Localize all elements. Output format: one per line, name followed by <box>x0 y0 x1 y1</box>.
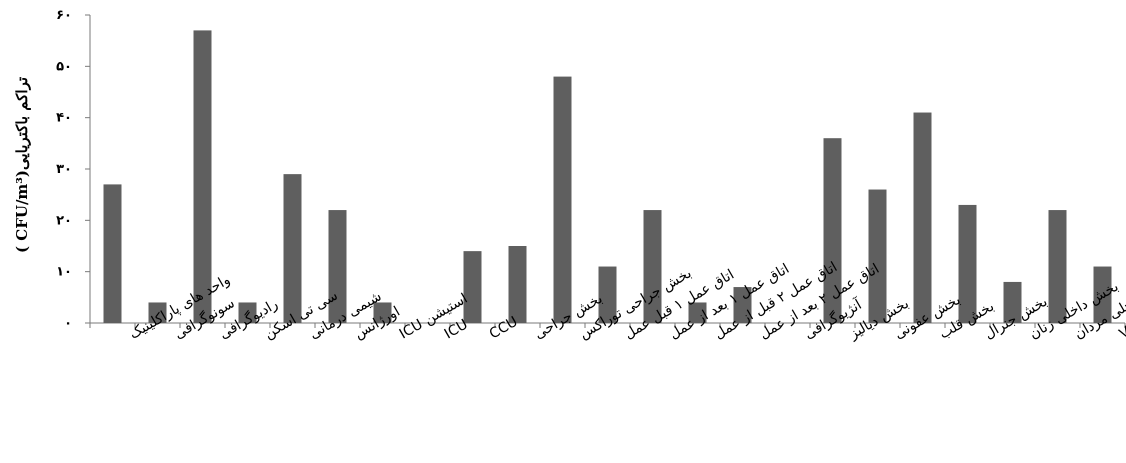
bar <box>328 210 347 323</box>
bar <box>958 204 977 323</box>
bar <box>238 302 257 323</box>
bar <box>868 189 887 323</box>
bar <box>553 76 572 323</box>
bar <box>148 302 167 323</box>
y-tick-label: ۳۰ <box>56 162 72 177</box>
bar <box>733 287 752 323</box>
bar <box>823 138 842 323</box>
bar <box>643 210 662 323</box>
y-tick-label: ۱۰ <box>56 265 72 280</box>
bar <box>463 251 482 323</box>
y-tick-label: ۲۰ <box>56 213 72 228</box>
bar <box>1003 281 1022 323</box>
bar <box>103 184 122 323</box>
y-tick-label: ۴۰ <box>56 111 72 126</box>
bar <box>1093 266 1112 323</box>
bar <box>913 112 932 324</box>
bar <box>688 302 707 323</box>
y-ticks: ۰ ۱۰ ۲۰ ۳۰ ۴۰ ۵۰ ۶۰ <box>56 8 90 331</box>
bar <box>283 174 302 323</box>
bar <box>1048 210 1067 323</box>
bar <box>373 302 392 323</box>
bar <box>193 30 212 324</box>
y-tick-label: ۰ <box>64 316 72 331</box>
bars <box>103 30 1112 324</box>
y-tick-label: ۵۰ <box>56 59 72 74</box>
bar <box>598 266 617 323</box>
bar <box>508 246 527 323</box>
y-tick-label: ۶۰ <box>56 8 72 23</box>
